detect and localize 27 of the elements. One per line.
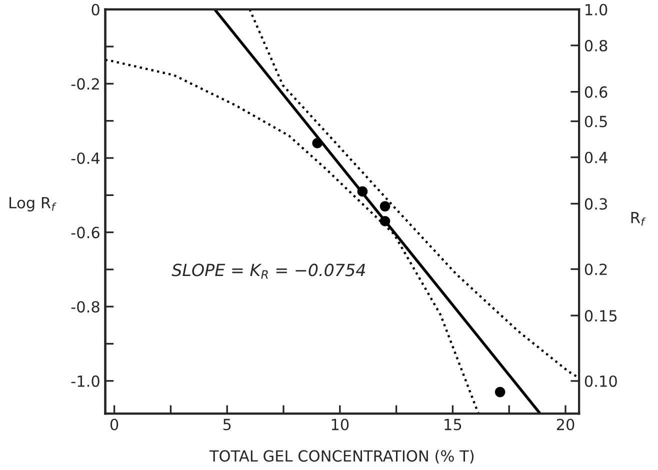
y2-tick-label: 0.15: [584, 310, 617, 322]
x-axis-title: TOTAL GEL CONCENTRATION (% T): [209, 450, 474, 464]
y-tick-label: -0.2: [71, 78, 99, 90]
y-tick-label: -0.6: [71, 226, 100, 238]
y2-tick-label: 0.4: [584, 152, 608, 164]
point: [380, 201, 390, 212]
y2-tick-label: 0.10: [584, 375, 617, 388]
x-tick-label: 0: [110, 418, 118, 430]
y-tick-label: -0.8: [71, 301, 100, 313]
y2-tick-label: 0.8: [584, 40, 608, 52]
line-series: [248, 9, 580, 378]
x-tick-label: 5: [223, 418, 231, 430]
y-tick-label: -1.0: [71, 375, 100, 387]
y2-tick-label: 1.0: [586, 4, 608, 16]
annotation: SLOPE = K$_{R}$ = −0.0754: [172, 264, 366, 279]
x-tick-label: 20: [556, 418, 574, 430]
y2-tick-label: 0.2: [584, 264, 607, 276]
y-tick-label: 0: [92, 4, 100, 16]
point: [494, 386, 506, 398]
y2-tick-label: 0.3: [584, 198, 607, 210]
y2-axis-title: R$_{f}$: [631, 212, 646, 226]
y2-tick-label: 0.6: [584, 86, 608, 98]
x-tick-label: 10: [332, 418, 349, 430]
y-axis-title: Log R$_{f}$: [10, 197, 56, 212]
y-tick-label: -0.4: [71, 152, 100, 164]
x-tick-label: 15: [444, 418, 462, 430]
y2-tick-label: 0.5: [584, 116, 607, 128]
